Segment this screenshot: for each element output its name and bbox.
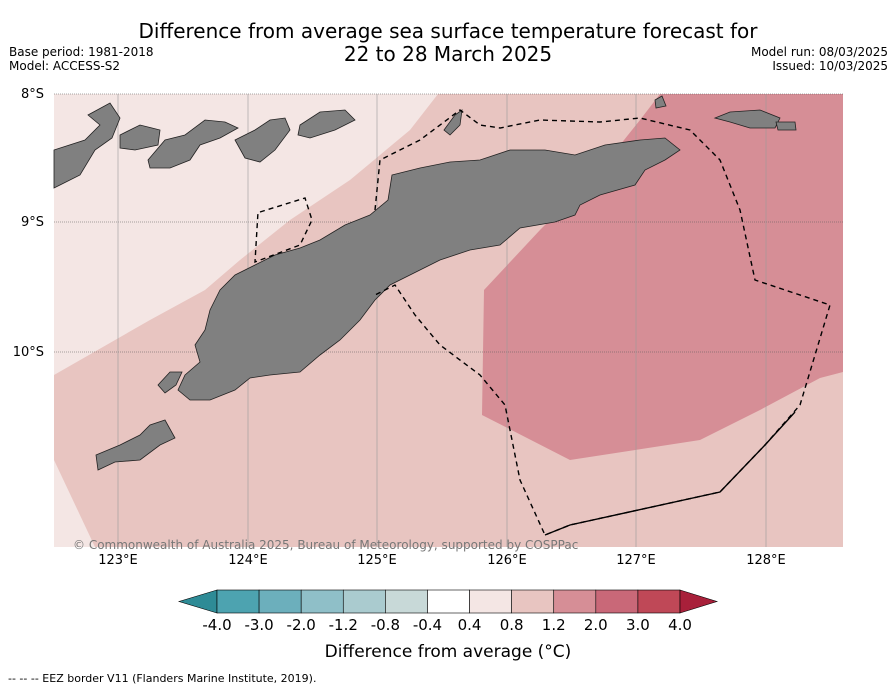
flores-island bbox=[53, 102, 121, 189]
issued-date: Issued: 10/03/2025 bbox=[772, 59, 888, 73]
colorbar-tick-label: -0.8 bbox=[370, 616, 400, 634]
model-run: Model run: 08/03/2025 bbox=[750, 45, 888, 59]
eez-border-timor-leste bbox=[374, 109, 831, 536]
eez-legend-footer: -- -- -- EEZ border V11 (Flanders Marine… bbox=[8, 672, 317, 685]
map-title: Difference from average sea surface temp… bbox=[0, 20, 896, 66]
colorbar-tick-label: 2.0 bbox=[583, 616, 608, 634]
colorbar-segment bbox=[595, 589, 639, 614]
colorbar-label: Difference from average (°C) bbox=[324, 642, 572, 662]
colorbar-segment bbox=[385, 589, 428, 614]
model-info: Base period: 1981-2018 Model: ACCESS-S2 bbox=[9, 45, 154, 73]
anomaly-zone-high bbox=[482, 94, 843, 460]
lon-label-126e: 126°E bbox=[487, 553, 527, 568]
rote-island bbox=[95, 419, 176, 471]
lat-label-10s: 10°S bbox=[12, 345, 44, 360]
colorbar-tick-label: -0.4 bbox=[412, 616, 443, 634]
colorbar-tick-label: -1.2 bbox=[328, 616, 358, 634]
lat-label-9s: 9°S bbox=[20, 215, 44, 230]
colorbar-tick-label: -3.0 bbox=[244, 616, 274, 634]
timor-island bbox=[177, 137, 681, 401]
colorbar-segment bbox=[427, 589, 470, 614]
colorbar-tick-label: -2.0 bbox=[286, 616, 316, 634]
colorbar-tick-label: 4.0 bbox=[668, 616, 692, 634]
title-line-2: 22 to 28 March 2025 bbox=[343, 42, 553, 66]
lon-label-125e: 125°E bbox=[357, 553, 397, 568]
run-info: Model run: 08/03/2025 Issued: 10/03/2025 bbox=[751, 45, 888, 73]
model-name: Model: ACCESS-S2 bbox=[9, 59, 121, 73]
small-island-3 bbox=[654, 95, 667, 109]
eez-border-solid bbox=[544, 411, 796, 536]
land-masses bbox=[53, 95, 797, 471]
base-period: Base period: 1981-2018 bbox=[9, 45, 154, 59]
colorbar-tick-label: 0.8 bbox=[499, 616, 524, 634]
small-island-1 bbox=[119, 124, 161, 151]
lon-label-128e: 128°E bbox=[746, 553, 786, 568]
lon-label-124e: 124°E bbox=[228, 553, 268, 568]
anomaly-zone-low-sw bbox=[54, 460, 95, 547]
title-line-1: Difference from average sea surface temp… bbox=[138, 19, 758, 43]
semau-island bbox=[157, 371, 183, 394]
colorbar-segment bbox=[511, 589, 555, 614]
atauro-island bbox=[443, 109, 463, 136]
colorbar-segment bbox=[300, 589, 344, 614]
lon-label-123e: 123°E bbox=[98, 553, 138, 568]
colorbar-segment bbox=[637, 589, 681, 614]
colorbar-segment bbox=[342, 589, 386, 614]
small-island-2 bbox=[234, 117, 291, 163]
colorbar-arrow-high bbox=[679, 589, 719, 614]
small-island-4 bbox=[775, 121, 797, 131]
colorbar-tick-label: -4.0 bbox=[202, 616, 232, 634]
copyright-text: © Commonwealth of Australia 2025, Bureau… bbox=[73, 538, 579, 552]
wetar-island bbox=[297, 109, 356, 139]
colorbar-tick-label: 0.4 bbox=[457, 616, 482, 634]
colorbar-tick-label: 3.0 bbox=[625, 616, 650, 634]
colorbar-segment bbox=[469, 589, 512, 614]
colorbar-segment bbox=[216, 589, 260, 614]
alor-island bbox=[147, 119, 239, 169]
lat-label-8s: 8°S bbox=[20, 87, 44, 102]
colorbar-arrow-low bbox=[177, 589, 218, 614]
colorbar-segment bbox=[258, 589, 302, 614]
eez-border-oecusse bbox=[254, 197, 313, 264]
colorbar-tick-label: 1.2 bbox=[541, 616, 566, 634]
colorbar bbox=[177, 589, 719, 614]
colorbar-segment bbox=[553, 589, 597, 614]
lon-label-127e: 127°E bbox=[616, 553, 656, 568]
